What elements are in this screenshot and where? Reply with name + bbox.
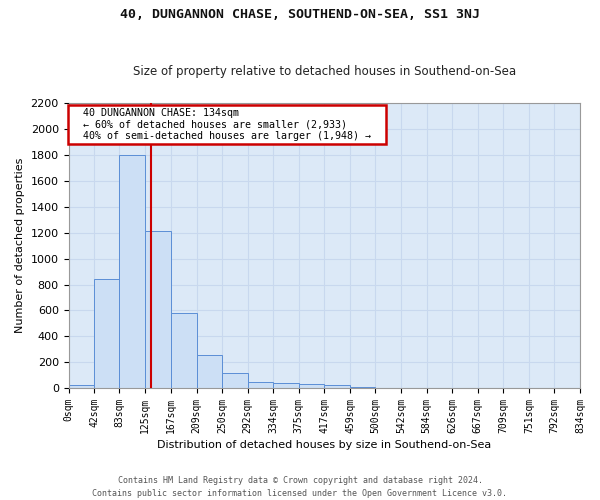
Bar [274,383,299,388]
Bar [145,232,171,388]
X-axis label: Distribution of detached houses by size in Southend-on-Sea: Distribution of detached houses by size … [157,440,491,450]
Text: 40 DUNGANNON CHASE: 134sqm  
  ← 60% of detached houses are smaller (2,933)  
  : 40 DUNGANNON CHASE: 134sqm ← 60% of deta… [71,108,383,140]
Y-axis label: Number of detached properties: Number of detached properties [15,158,25,334]
Bar [171,313,197,388]
Text: 40, DUNGANNON CHASE, SOUTHEND-ON-SEA, SS1 3NJ: 40, DUNGANNON CHASE, SOUTHEND-ON-SEA, SS… [120,8,480,20]
Title: Size of property relative to detached houses in Southend-on-Sea: Size of property relative to detached ho… [133,66,516,78]
Bar [248,382,274,388]
Bar [324,386,350,388]
Bar [68,385,94,388]
Bar [197,355,222,388]
Bar [222,372,248,388]
Bar [94,280,119,388]
Bar [299,384,324,388]
Bar [119,155,145,388]
Text: Contains HM Land Registry data © Crown copyright and database right 2024.
Contai: Contains HM Land Registry data © Crown c… [92,476,508,498]
Bar [350,387,375,388]
